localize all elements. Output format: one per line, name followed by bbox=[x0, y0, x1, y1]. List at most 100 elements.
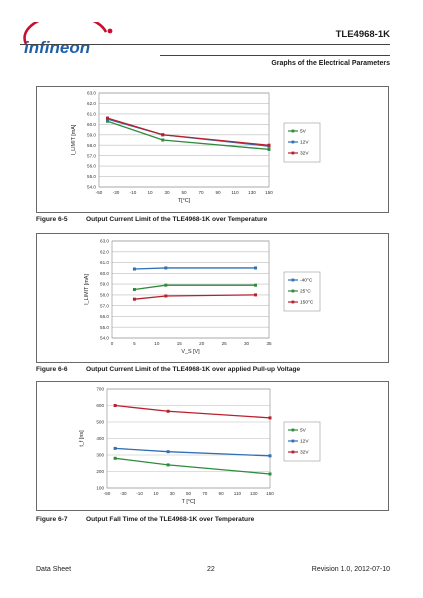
chart-output-current-limit-vs-temperature: 54.0 55.0 56.0 57.0 58.0 59.0 60.0 61.0 62.0 63.0… bbox=[71, 91, 321, 204]
data-point bbox=[132, 297, 136, 301]
y-tick-label: 63.0 bbox=[87, 91, 96, 96]
y-tick-label: 400 bbox=[96, 436, 104, 441]
data-point bbox=[132, 288, 136, 291]
figure-6-7-frame: 100 200 300 400 500 600 700 -50 -30 -10 10 30 50 70 90… bbox=[36, 381, 389, 511]
y-tick-label: 59.0 bbox=[100, 282, 109, 287]
footer-left: Data Sheet bbox=[36, 566, 72, 573]
series-line bbox=[134, 267, 256, 270]
figure-6-5-caption: Figure 6-5 Output Current Limit of the TL… bbox=[36, 216, 267, 223]
data-point bbox=[113, 456, 117, 460]
x-tick-label: 5 bbox=[133, 341, 136, 346]
y-axis-label: I_LIMIT [mA] bbox=[84, 274, 90, 305]
data-point bbox=[267, 143, 271, 147]
section-divider bbox=[160, 55, 390, 56]
x-axis-label: T[°C] bbox=[178, 198, 191, 204]
data-point bbox=[132, 267, 136, 271]
y-tick-label: 600 bbox=[96, 403, 104, 408]
legend-marker bbox=[291, 289, 295, 293]
data-point bbox=[164, 266, 168, 270]
x-tick-label: 30 bbox=[170, 491, 176, 496]
x-axis-label: T [°C] bbox=[182, 499, 196, 505]
infineon-logo: infineon bbox=[23, 22, 113, 57]
x-tick-label: 0 bbox=[111, 341, 114, 346]
legend-marker bbox=[291, 439, 295, 443]
x-tick-label: 70 bbox=[198, 190, 204, 195]
data-point bbox=[106, 119, 109, 123]
x-tick-label: -30 bbox=[120, 491, 127, 496]
legend-label: 32V bbox=[300, 450, 309, 456]
data-point bbox=[267, 147, 271, 151]
chart-output-current-limit-vs-voltage: 54.0 55.0 56.0 57.0 58.0 59.0 60.0 61.0 62.0 63.0… bbox=[84, 239, 321, 355]
x-tick-label: 20 bbox=[199, 341, 205, 346]
x-tick-label: 150 bbox=[266, 491, 274, 496]
x-tick-label: -10 bbox=[136, 491, 143, 496]
x-tick-label: 50 bbox=[181, 190, 187, 195]
data-point bbox=[166, 463, 170, 467]
y-tick-label: 62.0 bbox=[87, 101, 96, 106]
legend-marker bbox=[291, 428, 295, 432]
y-tick-label: 57.0 bbox=[87, 153, 96, 158]
y-tick-label: 56.0 bbox=[100, 314, 109, 319]
x-tick-label: 90 bbox=[219, 491, 225, 496]
data-point bbox=[164, 294, 168, 298]
data-point bbox=[268, 472, 272, 476]
y-tick-label: 54.0 bbox=[87, 185, 96, 190]
logo-text: infineon bbox=[24, 38, 90, 57]
y-tick-label: 59.0 bbox=[87, 132, 96, 137]
page-number: 22 bbox=[207, 566, 215, 573]
data-point bbox=[166, 450, 170, 454]
y-axis-label: I_LIMIT [mA] bbox=[71, 124, 77, 155]
x-tick-label: -50 bbox=[96, 190, 103, 195]
data-point bbox=[166, 409, 170, 413]
legend-marker bbox=[291, 140, 295, 144]
data-point bbox=[254, 266, 258, 270]
x-tick-label: 150 bbox=[265, 190, 273, 195]
legend-marker bbox=[291, 300, 295, 304]
y-tick-label: 56.0 bbox=[87, 164, 96, 169]
x-tick-label: 10 bbox=[147, 190, 153, 195]
data-point bbox=[113, 404, 117, 407]
legend-label: 5V bbox=[300, 428, 307, 434]
legend-label: 25°C bbox=[300, 289, 311, 295]
plot-area bbox=[106, 388, 271, 489]
x-tick-label: 130 bbox=[248, 190, 256, 195]
y-tick-label: 58.0 bbox=[100, 292, 109, 297]
header-divider bbox=[20, 44, 390, 45]
y-tick-label: 55.0 bbox=[87, 174, 96, 179]
data-point bbox=[268, 416, 272, 420]
legend-label: 5V bbox=[300, 129, 307, 135]
y-tick-label: 54.0 bbox=[100, 336, 109, 341]
y-tick-label: 62.0 bbox=[100, 249, 109, 254]
figure-caption-text: Output Fall Time of the TLE4968-1K over … bbox=[86, 516, 255, 523]
data-point bbox=[106, 116, 109, 120]
figure-number: Figure 6-7 bbox=[36, 516, 68, 523]
y-tick-label: 100 bbox=[96, 486, 104, 491]
y-tick-label: 60.0 bbox=[87, 122, 96, 127]
legend-label: 150°C bbox=[300, 300, 314, 306]
plot-area bbox=[111, 240, 270, 339]
x-tick-label: 35 bbox=[266, 341, 272, 346]
figure-6-6-frame: 54.0 55.0 56.0 57.0 58.0 59.0 60.0 61.0 62.0 63.0… bbox=[36, 233, 389, 363]
y-tick-label: 61.0 bbox=[87, 111, 96, 116]
y-tick-label: 57.0 bbox=[100, 303, 109, 308]
legend-label: -40°C bbox=[300, 278, 313, 284]
y-tick-label: 58.0 bbox=[87, 143, 96, 148]
x-tick-label: 15 bbox=[177, 341, 183, 346]
x-tick-label: 110 bbox=[231, 190, 239, 195]
x-tick-label: -10 bbox=[130, 190, 137, 195]
data-point bbox=[254, 283, 258, 287]
data-point bbox=[161, 133, 165, 137]
data-point bbox=[113, 446, 117, 450]
figure-6-6-caption: Figure 6-6 Output Current Limit of the TL… bbox=[36, 366, 300, 373]
x-tick-label: 70 bbox=[202, 491, 208, 496]
legend-marker bbox=[291, 278, 295, 282]
data-point bbox=[268, 454, 272, 458]
footer-revision: Revision 1.0, 2012-07-10 bbox=[311, 566, 390, 573]
x-tick-label: -30 bbox=[113, 190, 120, 195]
x-tick-label: -50 bbox=[104, 491, 111, 496]
legend-marker bbox=[291, 151, 295, 155]
data-point bbox=[161, 138, 165, 142]
y-tick-label: 61.0 bbox=[100, 260, 109, 265]
series-line bbox=[115, 404, 271, 419]
x-tick-label: 110 bbox=[234, 491, 242, 496]
